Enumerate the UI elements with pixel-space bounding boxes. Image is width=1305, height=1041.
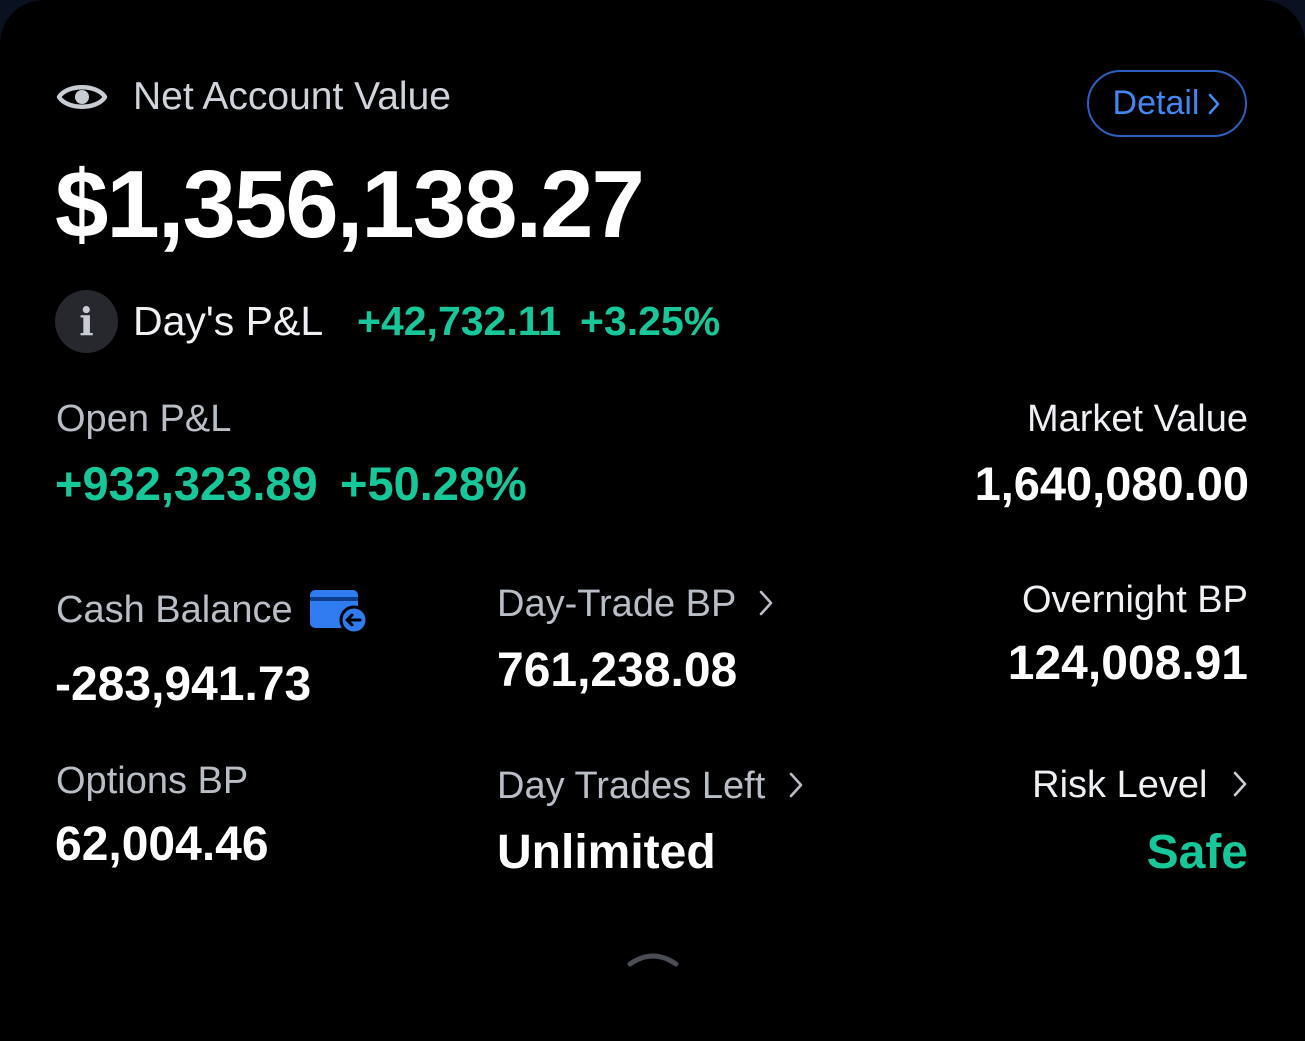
- eye-icon[interactable]: [56, 78, 108, 116]
- open-pnl-percent: +50.28%: [340, 457, 527, 510]
- wallet-icon[interactable]: [309, 587, 371, 635]
- open-pnl-label: Open P&L: [56, 398, 232, 440]
- day-trades-left-value: Unlimited: [497, 826, 716, 879]
- day-pnl-amount: +42,732.11: [357, 298, 562, 344]
- day-pnl-percent: +3.25%: [580, 298, 721, 344]
- overnight-bp-value: 124,008.91: [1007, 637, 1248, 690]
- day-trade-bp-label: Day-Trade BP: [497, 583, 736, 625]
- cash-balance-value: -283,941.73: [55, 658, 312, 711]
- options-bp-label: Options BP: [56, 760, 249, 802]
- detail-button-label: Detail: [1112, 84, 1200, 122]
- detail-button[interactable]: Detail: [1087, 70, 1247, 137]
- net-account-value: $1,356,138.27: [55, 151, 645, 258]
- overnight-bp-label: Overnight BP: [1022, 579, 1248, 621]
- chevron-right-icon: [759, 590, 773, 616]
- options-bp-value: 62,004.46: [55, 818, 269, 871]
- collapse-handle-icon[interactable]: [626, 950, 680, 968]
- market-value-label: Market Value: [1026, 398, 1248, 440]
- info-icon[interactable]: i: [55, 290, 118, 353]
- risk-level-value: Safe: [1146, 826, 1248, 879]
- day-trades-left-link[interactable]: Day Trades Left: [497, 764, 804, 808]
- risk-level-label: Risk Level: [1032, 764, 1208, 806]
- chevron-right-icon: [789, 772, 803, 798]
- chevron-right-icon: [1233, 771, 1247, 797]
- net-account-value-label: Net Account Value: [133, 75, 451, 118]
- market-value: 1,640,080.00: [974, 457, 1249, 510]
- open-pnl-amount: +932,323.89: [55, 457, 318, 510]
- day-trade-bp-value: 761,238.08: [497, 644, 738, 697]
- day-trade-bp-link[interactable]: Day-Trade BP: [497, 582, 774, 626]
- risk-level-link[interactable]: Risk Level: [1032, 763, 1248, 807]
- cash-balance-label: Cash Balance: [56, 589, 293, 631]
- day-pnl-label: Day's P&L: [133, 298, 324, 344]
- chevron-right-icon: [1209, 93, 1220, 114]
- day-trades-left-label: Day Trades Left: [497, 765, 766, 807]
